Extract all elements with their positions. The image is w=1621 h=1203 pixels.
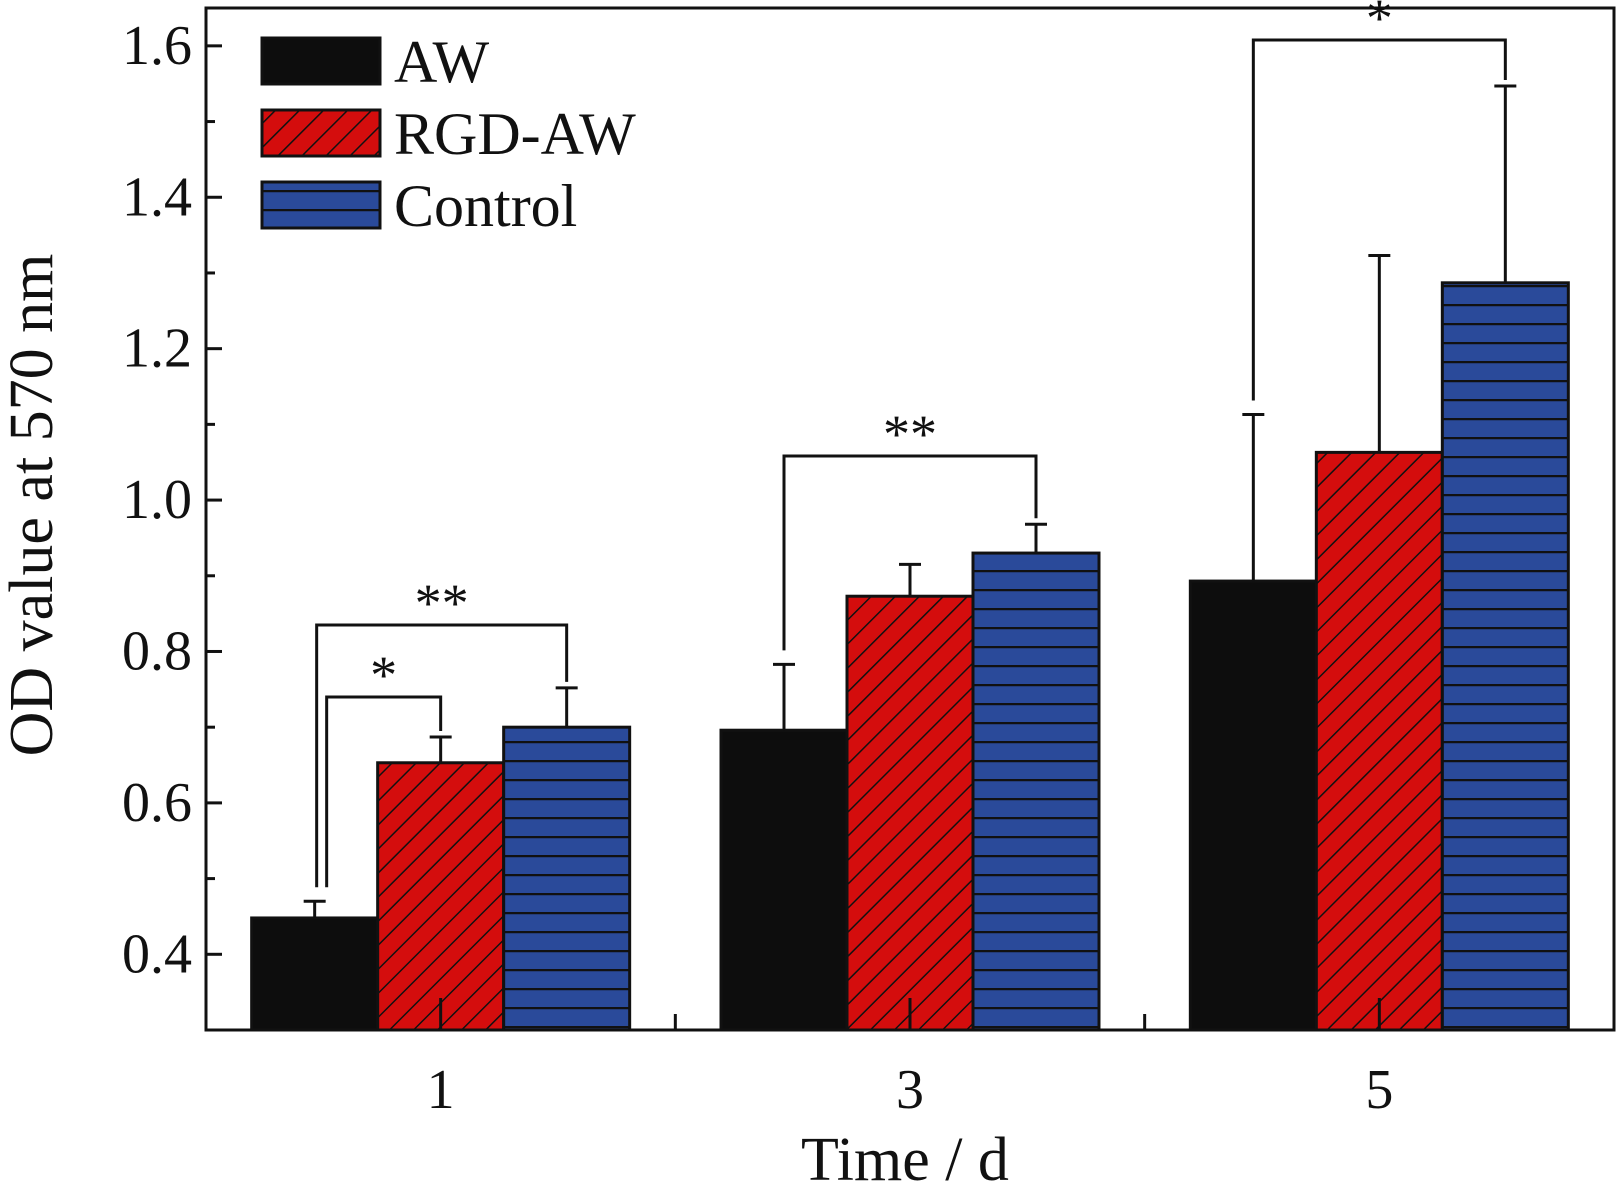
y-axis-label: OD value at 570 nm (0, 254, 66, 757)
bar-control-day1 (502, 725, 632, 1032)
y-tick-label: 0.6 (122, 772, 192, 834)
bar-aw-day1 (250, 916, 380, 1032)
legend-swatch-rgd-aw (260, 108, 382, 158)
bars-layer (250, 281, 1570, 1032)
bar-rgd-aw-day5 (1314, 450, 1444, 1032)
error-bars-layer (303, 84, 1517, 918)
significance-bracket (782, 454, 1038, 651)
axes-layer: 0.4 0.6 0.8 1.0 1.2 1.4 1.6 1 3 5 (122, 6, 1616, 1121)
significance-bracket (1251, 38, 1507, 401)
bar-control-day3 (971, 551, 1101, 1032)
y-tick-label: 0.8 (122, 620, 192, 682)
x-tick-label: 3 (896, 1059, 924, 1121)
y-tick-label: 1.0 (122, 469, 192, 531)
legend-swatch-control (260, 180, 382, 230)
significance-label: * (370, 645, 397, 705)
legend-swatch-aw (260, 36, 382, 86)
significance-label: ** (415, 573, 469, 633)
bar-rgd-aw-day1 (376, 761, 506, 1032)
y-tick-label: 1.2 (122, 318, 192, 380)
legend-label-aw: AW (394, 29, 490, 95)
legend-label-rgd-aw: RGD-AW (394, 101, 636, 167)
x-axis-label: Time / d (801, 1126, 1009, 1194)
y-tick-label: 1.6 (122, 15, 192, 77)
y-tick-label: 0.4 (122, 923, 192, 985)
bar-rgd-aw-day3 (845, 594, 975, 1032)
bar-aw-day3 (719, 728, 849, 1032)
significance-layer: ****** (315, 0, 1507, 888)
bar-control-day5 (1440, 281, 1570, 1032)
significance-bracket (325, 695, 443, 888)
significance-label: ** (883, 404, 937, 464)
significance-bracket (315, 623, 569, 888)
bar-aw-day5 (1188, 579, 1318, 1032)
y-tick-label: 1.4 (122, 166, 192, 228)
x-tick-label: 1 (427, 1059, 455, 1121)
legend-label-control: Control (394, 173, 577, 239)
x-tick-label: 5 (1365, 1059, 1393, 1121)
